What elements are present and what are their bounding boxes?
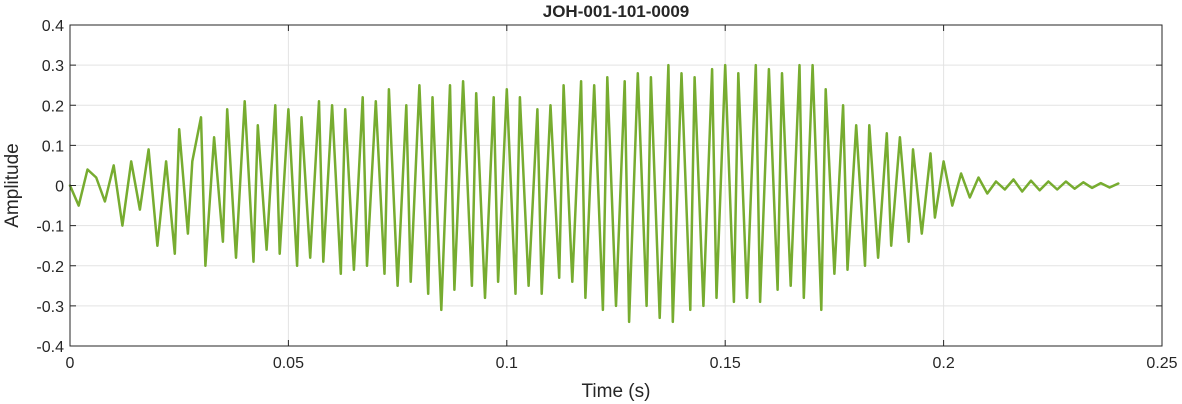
amplitude-line — [68, 63, 1120, 324]
x-tick-label: 0.05 — [273, 355, 304, 372]
series-layer — [68, 63, 1120, 324]
y-tick-label: -0.2 — [36, 259, 64, 276]
x-tick-label: 0.1 — [496, 355, 518, 372]
y-tick-label: -0.3 — [36, 299, 64, 316]
y-tick-label: 0.2 — [42, 98, 64, 115]
y-tick-label: 0.1 — [42, 138, 64, 155]
y-tick-label: 0.3 — [42, 58, 64, 75]
chart-title: JOH-001-101-0009 — [543, 2, 689, 21]
x-tick-label: 0.15 — [710, 355, 741, 372]
y-tick-labels: -0.4 -0.3 -0.2 -0.1 0 0.1 0.2 0.3 0.4 — [36, 18, 64, 356]
y-tick-label: -0.1 — [36, 219, 64, 236]
y-tick-label: -0.4 — [36, 339, 64, 356]
x-tick-labels: 0 0.05 0.1 0.15 0.2 0.25 — [66, 355, 1178, 372]
x-tick-label: 0.2 — [932, 355, 954, 372]
x-axis-label: Time (s) — [582, 381, 651, 402]
x-tick-label: 0.25 — [1146, 355, 1177, 372]
y-tick-label: 0.4 — [42, 18, 64, 35]
y-tick-label: 0 — [55, 179, 64, 196]
ticks — [69, 24, 1163, 347]
x-tick-label: 0 — [66, 355, 75, 372]
y-axis-label: Amplitude — [2, 143, 23, 228]
